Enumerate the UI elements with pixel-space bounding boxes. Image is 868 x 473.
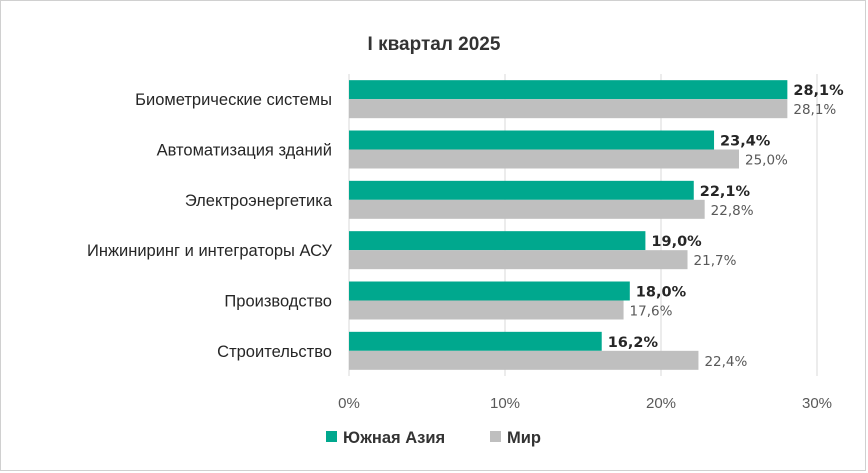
data-label-south-asia: 23,4% [720, 134, 771, 150]
bar-south-asia [349, 331, 602, 351]
legend-swatch-south-asia [326, 431, 337, 442]
category-label: Строительство [217, 343, 332, 361]
data-label-south-asia: 18,0% [636, 285, 687, 301]
bar-south-asia [349, 180, 694, 200]
bar-world [349, 250, 688, 270]
data-label-world: 28,1% [793, 102, 836, 118]
x-tick-label: 20% [646, 395, 676, 412]
bar-south-asia [349, 130, 715, 150]
category-label: Электроэнергетика [185, 192, 333, 210]
bar-south-asia [349, 80, 788, 100]
x-tick-label: 30% [802, 395, 832, 412]
legend-label-south-asia: Южная Азия [343, 429, 445, 447]
category-label: Производство [224, 293, 332, 311]
bars [349, 80, 788, 370]
data-label-south-asia: 28,1% [793, 83, 844, 99]
gridlines [348, 74, 818, 376]
x-tick-label: 10% [490, 395, 520, 412]
data-label-world: 22,4% [704, 354, 747, 370]
data-label-world: 25,0% [745, 153, 788, 169]
bar-world [349, 99, 788, 119]
legend-label-world: Мир [507, 429, 541, 447]
chart-title: I квартал 2025 [368, 34, 501, 55]
category-labels: Биометрические системы Автоматизация здан… [87, 91, 333, 361]
x-tick-label: 0% [338, 395, 360, 412]
category-label: Инжиниринг и интеграторы АСУ [87, 242, 333, 260]
data-label-south-asia: 16,2% [608, 335, 659, 351]
legend-swatch-world [490, 431, 501, 442]
x-tick-labels: 0% 10% 20% 30% [338, 395, 832, 412]
legend: Южная Азия Мир [326, 429, 541, 447]
bar-world [349, 300, 624, 320]
bar-south-asia [349, 281, 630, 301]
bar-world [349, 149, 739, 169]
data-label-world: 22,8% [711, 203, 754, 219]
bar-world [349, 350, 699, 370]
bar-south-asia [349, 231, 646, 251]
data-labels: 28,1% 28,1% 23,4% 25,0% 22,1% 22,8% 19,0% 21,7%… [608, 83, 844, 370]
category-label: Биометрические системы [135, 91, 332, 109]
category-label: Автоматизация зданий [157, 142, 332, 160]
data-label-south-asia: 22,1% [700, 184, 751, 200]
data-label-world: 21,7% [694, 253, 737, 269]
data-label-south-asia: 19,0% [651, 234, 702, 250]
data-label-world: 17,6% [630, 304, 673, 320]
bar-world [349, 199, 705, 219]
